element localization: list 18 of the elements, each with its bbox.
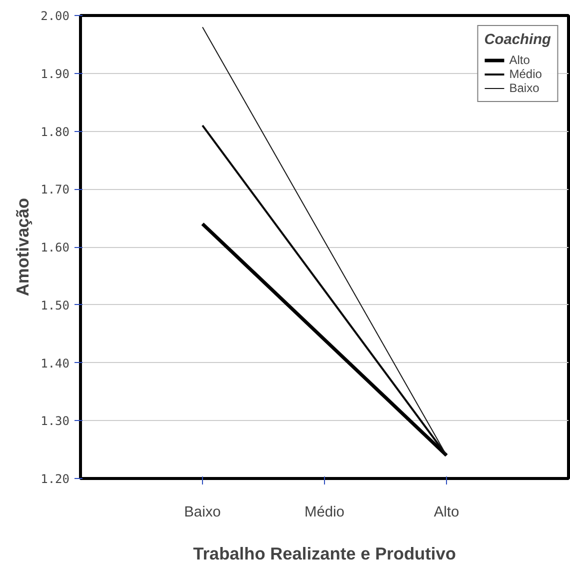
- y-tick-label: 1.40: [40, 356, 70, 370]
- y-tick-label: 1.50: [40, 298, 70, 312]
- x-tick-label: Alto: [434, 504, 460, 520]
- y-tick-label: 1.60: [40, 240, 70, 254]
- y-tick-label: 1.80: [40, 124, 70, 139]
- legend-label: Baixo: [509, 81, 540, 95]
- y-tick-label: 1.20: [40, 472, 70, 486]
- x-tick-label: Baixo: [184, 504, 221, 520]
- legend-label: Alto: [509, 53, 530, 67]
- y-tick-label: 1.90: [40, 66, 70, 81]
- y-axis-title: Amotivação: [12, 198, 33, 296]
- y-tick-label: 1.70: [40, 182, 70, 197]
- x-tick-label: Médio: [304, 504, 344, 520]
- legend-label: Médio: [509, 67, 542, 81]
- y-tick-label: 2.00: [40, 9, 70, 23]
- y-tick-label: 1.30: [40, 414, 70, 428]
- x-axis-title: Trabalho Realizante e Produtivo: [193, 544, 456, 564]
- legend-title: Coaching: [484, 32, 551, 48]
